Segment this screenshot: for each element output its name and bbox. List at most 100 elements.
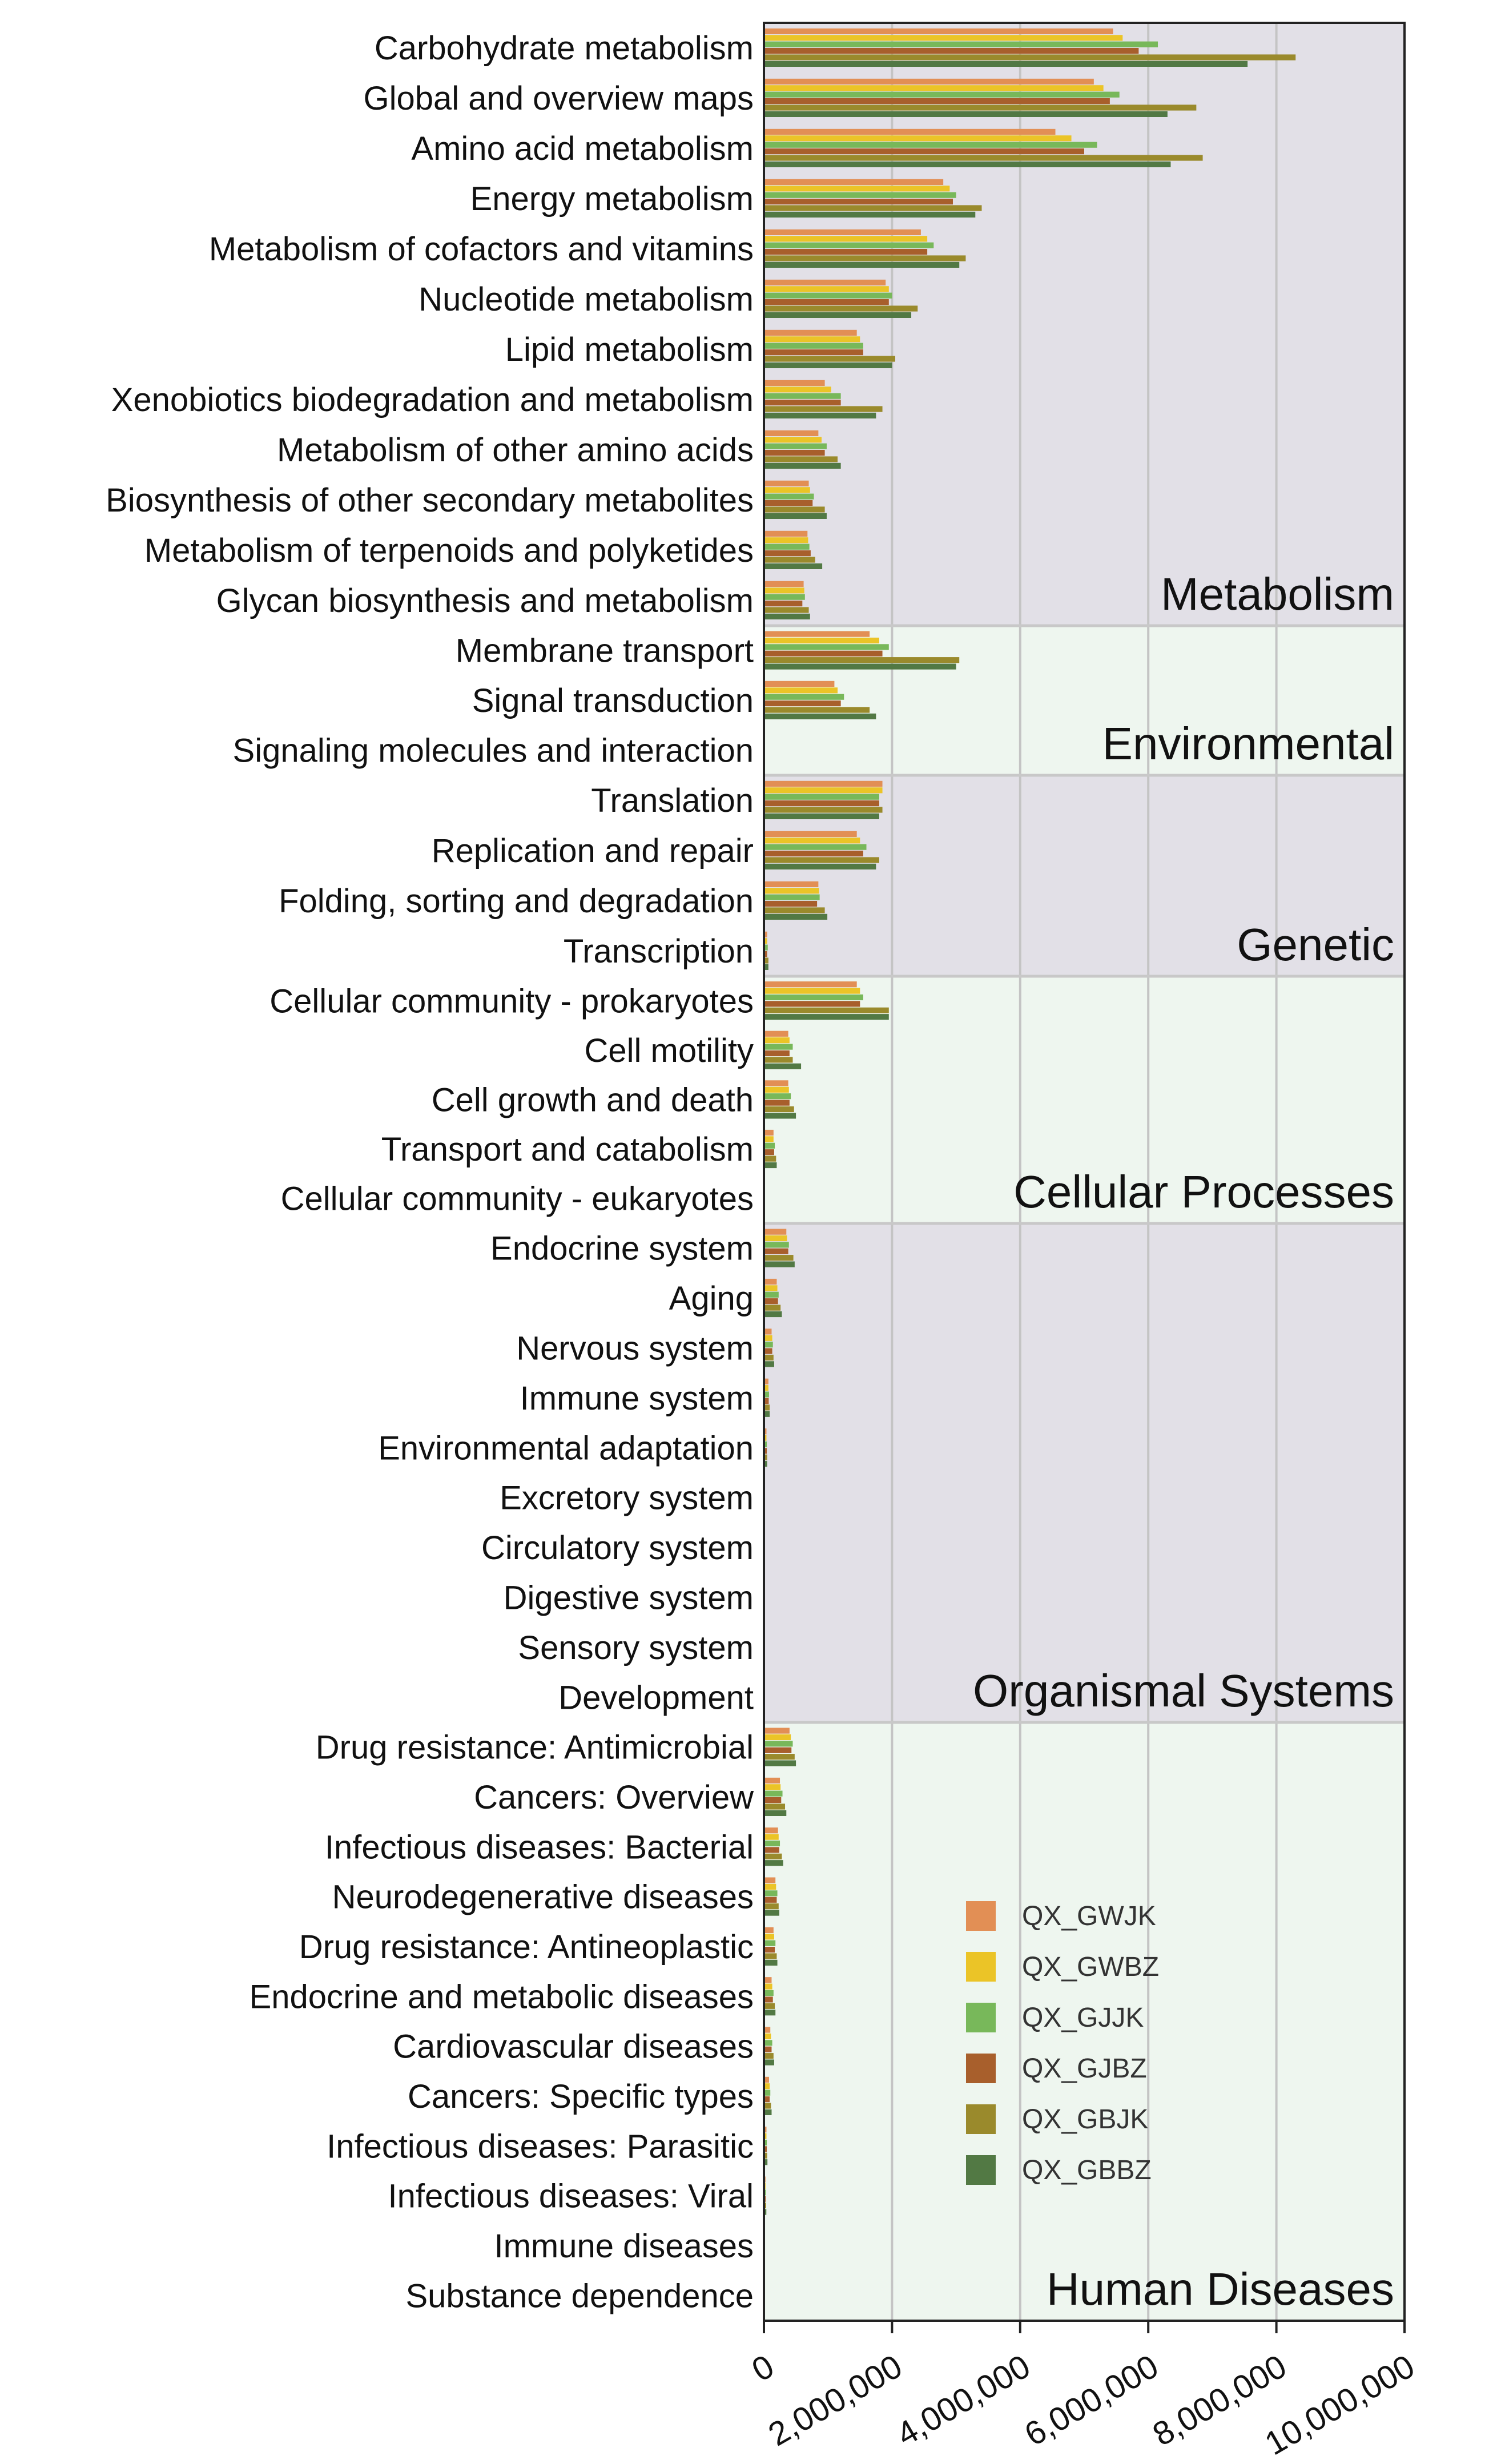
- bar-qx-gjjk-endocrine-system: [764, 1242, 789, 1248]
- category-label-infectious-diseases-viral: Infectious diseases: Viral: [388, 2178, 754, 2215]
- bar-qx-gbbz-metabolism-of-cofactors-and-vitamins: [764, 261, 960, 268]
- bar-qx-gwbz-cell-motility: [764, 1037, 790, 1044]
- bar-qx-gjbz-amino-acid-metabolism: [764, 148, 1084, 155]
- bar-qx-gwbz-cancers-overview: [764, 1784, 781, 1790]
- bar-qx-gjbz-infectious-diseases-parasitic: [764, 2146, 767, 2152]
- bar-qx-gjbz-transport-and-catabolism: [764, 1149, 774, 1155]
- category-label-replication-and-repair: Replication and repair: [432, 832, 754, 869]
- bar-qx-gwbz-energy-metabolism: [764, 186, 950, 192]
- bar-qx-gjjk-drug-resistance-antimicrobial: [764, 1741, 793, 1747]
- bar-qx-gjjk-endocrine-and-metabolic-diseases: [764, 1990, 774, 1996]
- bar-qx-gbjk-global-and-overview-maps: [764, 104, 1197, 111]
- category-label-digestive-system: Digestive system: [504, 1580, 754, 1617]
- bar-qx-gbbz-drug-resistance-antineoplastic: [764, 1959, 778, 1966]
- category-label-nervous-system: Nervous system: [516, 1330, 754, 1367]
- bar-qx-gwbz-neurodegenerative-diseases: [764, 1883, 776, 1890]
- bar-qx-gbjk-amino-acid-metabolism: [764, 155, 1203, 161]
- bar-qx-gjjk-transport-and-catabolism: [764, 1142, 775, 1149]
- category-label-metabolism-of-terpenoids-and-polyketides: Metabolism of terpenoids and polyketides: [144, 532, 754, 569]
- bar-qx-gwjk-membrane-transport: [764, 631, 870, 637]
- legend-swatch-qx-gbbz: [966, 2155, 996, 2185]
- bar-qx-gbbz-transport-and-catabolism: [764, 1162, 777, 1169]
- category-label-metabolism-of-other-amino-acids: Metabolism of other amino acids: [277, 432, 754, 469]
- bar-qx-gwjk-carbohydrate-metabolism: [764, 28, 1113, 34]
- category-label-immune-system: Immune system: [520, 1380, 754, 1417]
- bar-qx-gwjk-endocrine-system: [764, 1229, 787, 1235]
- category-label-amino-acid-metabolism: Amino acid metabolism: [411, 130, 754, 167]
- bar-qx-gwbz-glycan-biosynthesis-and-metabolism: [764, 587, 804, 594]
- bar-qx-gjjk-lipid-metabolism: [764, 343, 863, 349]
- bar-qx-gwjk-metabolism-of-other-amino-acids: [764, 430, 819, 436]
- bar-qx-gwbz-infectious-diseases-parasitic: [764, 2133, 767, 2139]
- bar-qx-gwjk-aging: [764, 1278, 777, 1285]
- category-label-nucleotide-metabolism: Nucleotide metabolism: [418, 281, 754, 318]
- category-label-neurodegenerative-diseases: Neurodegenerative diseases: [332, 1879, 754, 1916]
- legend-swatch-qx-gwbz: [966, 1952, 996, 1982]
- bar-qx-gwbz-cardiovascular-diseases: [764, 2033, 771, 2040]
- bar-qx-gjjk-metabolism-of-other-amino-acids: [764, 443, 827, 449]
- bar-qx-gwjk-replication-and-repair: [764, 831, 857, 837]
- bar-qx-gbbz-replication-and-repair: [764, 863, 876, 869]
- bar-qx-gbjk-carbohydrate-metabolism: [764, 54, 1296, 61]
- category-label-xenobiotics-biodegradation-and-metabolism: Xenobiotics biodegradation and metabolis…: [111, 381, 754, 418]
- bar-qx-gbbz-amino-acid-metabolism: [764, 161, 1171, 167]
- legend-label-qx-gwjk: QX_GWJK: [1022, 1901, 1156, 1931]
- bar-qx-gbjk-cell-motility: [764, 1057, 793, 1063]
- bar-qx-gjbz-aging: [764, 1298, 778, 1305]
- bar-qx-gwjk-amino-acid-metabolism: [764, 128, 1056, 135]
- bar-qx-gjjk-replication-and-repair: [764, 844, 867, 850]
- category-label-environmental-adaptation: Environmental adaptation: [378, 1430, 754, 1467]
- bar-qx-gbbz-cell-growth-and-death: [764, 1113, 796, 1119]
- category-label-translation: Translation: [591, 782, 754, 819]
- bar-qx-gwbz-amino-acid-metabolism: [764, 135, 1072, 142]
- bar-qx-gwjk-endocrine-and-metabolic-diseases: [764, 1977, 772, 1983]
- bar-qx-gwjk-nervous-system: [764, 1328, 772, 1335]
- bar-qx-gbjk-membrane-transport: [764, 657, 960, 663]
- group-bg-human-diseases: [764, 1722, 1405, 2321]
- bar-qx-gwbz-carbohydrate-metabolism: [764, 35, 1123, 41]
- bar-qx-gbbz-metabolism-of-other-amino-acids: [764, 462, 841, 469]
- legend-swatch-qx-gjjk: [966, 2003, 996, 2032]
- bar-qx-gjjk-signal-transduction: [764, 694, 844, 700]
- bar-qx-gjbz-endocrine-system: [764, 1248, 788, 1254]
- bar-qx-gjjk-cancers-overview: [764, 1790, 783, 1797]
- bar-qx-gbbz-neurodegenerative-diseases: [764, 1910, 779, 1916]
- bar-qx-gwjk-environmental-adaptation: [764, 1428, 767, 1435]
- bar-qx-gjbz-endocrine-and-metabolic-diseases: [764, 1996, 773, 2003]
- legend-label-qx-gbjk: QX_GBJK: [1022, 2104, 1148, 2135]
- bar-qx-gbbz-nucleotide-metabolism: [764, 312, 912, 318]
- category-label-metabolism-of-cofactors-and-vitamins: Metabolism of cofactors and vitamins: [209, 231, 754, 268]
- category-label-cell-growth-and-death: Cell growth and death: [432, 1082, 754, 1119]
- category-label-substance-dependence: Substance dependence: [405, 2277, 754, 2314]
- bar-qx-gbjk-endocrine-and-metabolic-diseases: [764, 2003, 775, 2009]
- bar-qx-gjbz-cancers-overview: [764, 1797, 782, 1803]
- category-label-cellular-community-eukaryotes: Cellular community - eukaryotes: [281, 1181, 754, 1218]
- category-label-immune-diseases: Immune diseases: [494, 2228, 754, 2265]
- bar-qx-gjbz-cell-growth-and-death: [764, 1100, 790, 1106]
- bar-qx-gjbz-replication-and-repair: [764, 851, 863, 857]
- bar-qx-gjjk-infectious-diseases-parasitic: [764, 2139, 767, 2146]
- bar-qx-gjbz-environmental-adaptation: [764, 1448, 767, 1454]
- x-axis: 02,000,0004,000,0006,000,0008,000,00010,…: [746, 2321, 1421, 2462]
- bar-qx-gwjk-immune-system: [764, 1378, 768, 1384]
- bar-qx-gbjk-replication-and-repair: [764, 857, 879, 863]
- bar-qx-gwjk-folding-sorting-and-degradation: [764, 881, 819, 887]
- category-label-endocrine-and-metabolic-diseases: Endocrine and metabolic diseases: [250, 1978, 754, 2015]
- bar-qx-gjjk-metabolism-of-terpenoids-and-polyketides: [764, 543, 810, 550]
- group-label-human-diseases: Human Diseases: [1047, 2264, 1394, 2314]
- group-label-environmental: Environmental: [1102, 718, 1394, 769]
- bar-qx-gwbz-infectious-diseases-bacterial: [764, 1834, 779, 1840]
- category-label-lipid-metabolism: Lipid metabolism: [505, 331, 754, 368]
- bar-qx-gbbz-infectious-diseases-bacterial: [764, 1860, 783, 1866]
- bar-qx-gbbz-lipid-metabolism: [764, 362, 892, 368]
- bar-qx-gjjk-aging: [764, 1291, 779, 1298]
- bar-qx-gbjk-endocrine-system: [764, 1255, 794, 1261]
- bar-qx-gwbz-global-and-overview-maps: [764, 85, 1104, 91]
- bar-qx-gbjk-transport-and-catabolism: [764, 1155, 776, 1162]
- bar-qx-gbbz-carbohydrate-metabolism: [764, 61, 1248, 67]
- bar-qx-gbjk-nervous-system: [764, 1354, 774, 1361]
- bar-qx-gjjk-drug-resistance-antineoplastic: [764, 1940, 776, 1946]
- x-tick-label: 4,000,000: [890, 2348, 1036, 2453]
- bar-qx-gwbz-endocrine-system: [764, 1235, 787, 1242]
- bars: [764, 28, 1296, 2315]
